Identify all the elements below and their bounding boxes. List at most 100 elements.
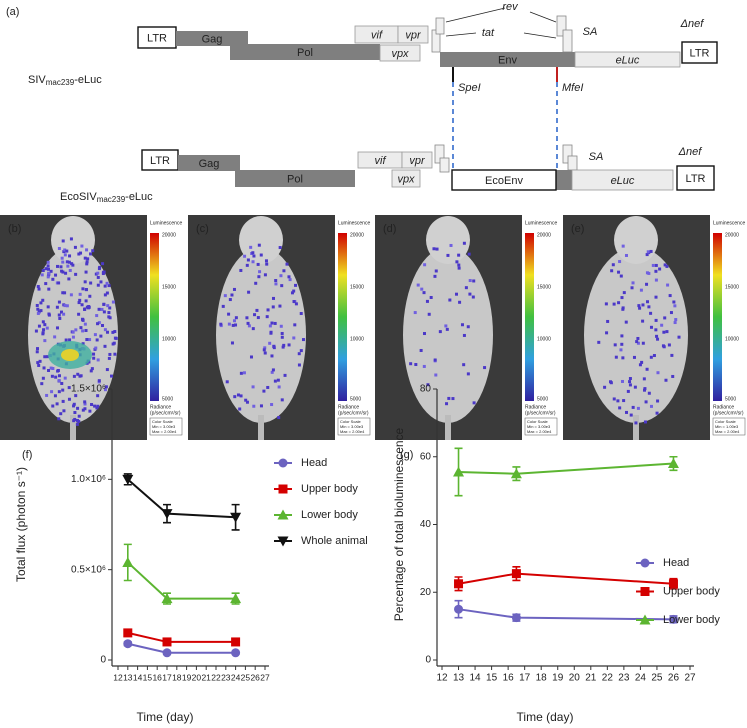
signal-dot xyxy=(646,250,650,254)
signal-dot xyxy=(301,338,305,342)
signal-dot xyxy=(84,299,88,303)
signal-dot xyxy=(98,265,102,269)
signal-dot xyxy=(57,417,61,421)
signal-dot xyxy=(254,281,258,285)
signal-dot xyxy=(95,406,99,410)
scale-box xyxy=(712,417,746,436)
gene-label: tat xyxy=(482,27,495,39)
signal-dot xyxy=(427,312,431,316)
signal-dot xyxy=(270,370,274,374)
signal-dot xyxy=(645,253,649,257)
signal-dot xyxy=(54,273,58,277)
signal-dot xyxy=(624,410,628,414)
signal-dot xyxy=(629,413,633,417)
gene-label: Δnef xyxy=(680,18,705,30)
x-tick-label: 18 xyxy=(172,672,182,682)
signal-dot xyxy=(644,400,648,404)
colorbar-title: Luminescence xyxy=(525,220,557,226)
signal-dot xyxy=(438,330,442,334)
y-tick-label: 0.5×10⁶ xyxy=(71,564,106,575)
signal-dot xyxy=(610,269,614,273)
mouse-body xyxy=(403,247,493,423)
signal-dot xyxy=(462,333,466,337)
signal-dot xyxy=(65,304,69,308)
colorbar-tick: 5000 xyxy=(162,396,173,402)
signal-dot xyxy=(654,328,658,332)
signal-dot xyxy=(49,269,53,273)
signal-dot xyxy=(458,300,462,304)
signal-dot xyxy=(63,253,67,257)
gene-label: SA xyxy=(583,26,598,38)
exon-box xyxy=(435,17,445,35)
signal-dot xyxy=(96,271,100,275)
signal-dot xyxy=(234,316,238,320)
signal-dot xyxy=(75,418,79,422)
signal-dot xyxy=(81,408,85,412)
signal-dot xyxy=(91,249,95,253)
colorbar-unit: Radiance xyxy=(713,404,734,410)
signal-dot xyxy=(77,301,81,305)
signal-dot xyxy=(54,375,58,379)
signal-dot xyxy=(265,262,269,266)
signal-dot xyxy=(620,342,624,346)
colorbar-tick: 20000 xyxy=(537,232,551,238)
colorbar-unit: Radiance xyxy=(525,404,546,410)
signal-dot xyxy=(39,301,43,305)
signal-dot xyxy=(257,243,261,247)
signal-dot xyxy=(647,305,651,309)
signal-dot xyxy=(670,353,674,357)
mouse-head xyxy=(426,216,470,264)
mouse-body xyxy=(584,247,688,423)
signal-dot xyxy=(37,287,41,291)
signal-dot xyxy=(649,404,653,408)
signal-dot xyxy=(297,363,301,367)
exon-box xyxy=(562,144,573,164)
signal-dot xyxy=(663,263,667,267)
signal-dot xyxy=(36,361,40,365)
signal-dot xyxy=(483,366,487,370)
signal-dot xyxy=(628,377,632,381)
scale-max: Max = 2.00e4 xyxy=(152,429,177,434)
signal-dot xyxy=(638,363,642,367)
signal-dot xyxy=(68,338,72,342)
signal-dot xyxy=(245,263,249,267)
signal-dot xyxy=(44,267,48,271)
gene-label: vpx xyxy=(397,173,415,185)
series-line xyxy=(127,478,236,519)
signal-dot xyxy=(605,331,609,335)
signal-dot xyxy=(68,254,72,258)
signal-dot xyxy=(435,247,439,251)
signal-dot xyxy=(101,262,105,266)
signal-dot xyxy=(642,377,646,381)
y-axis-title: Percentage of total bioluminescence xyxy=(392,427,406,621)
signal-dot xyxy=(673,304,677,308)
hot-spot xyxy=(61,349,79,361)
signal-dot xyxy=(668,294,672,298)
signal-dot xyxy=(292,300,296,304)
signal-dot xyxy=(669,311,673,315)
signal-dot xyxy=(252,254,256,258)
colorbar-unit: (p/sec/cm²/sr) xyxy=(338,410,369,416)
signal-dot xyxy=(636,341,640,345)
signal-dot xyxy=(654,263,658,267)
signal-dot xyxy=(287,275,291,279)
mouse-tail xyxy=(445,415,451,440)
gene-label: LTR xyxy=(690,47,710,59)
signal-dot xyxy=(73,411,77,415)
signal-dot xyxy=(53,335,57,339)
signal-dot xyxy=(635,340,639,344)
signal-dot xyxy=(654,278,658,282)
signal-dot xyxy=(81,318,85,322)
signal-dot xyxy=(102,310,106,314)
signal-dot xyxy=(57,300,61,304)
signal-dot xyxy=(664,378,668,382)
signal-dot xyxy=(447,396,451,400)
signal-dot xyxy=(245,400,249,404)
point xyxy=(510,468,522,479)
legend-label: Whole animal xyxy=(301,535,368,547)
signal-dot xyxy=(277,385,281,389)
x-tick-label: 25 xyxy=(241,672,251,682)
legend-label: Lower body xyxy=(663,614,720,626)
signal-dot xyxy=(55,402,59,406)
signal-dot xyxy=(232,319,236,323)
